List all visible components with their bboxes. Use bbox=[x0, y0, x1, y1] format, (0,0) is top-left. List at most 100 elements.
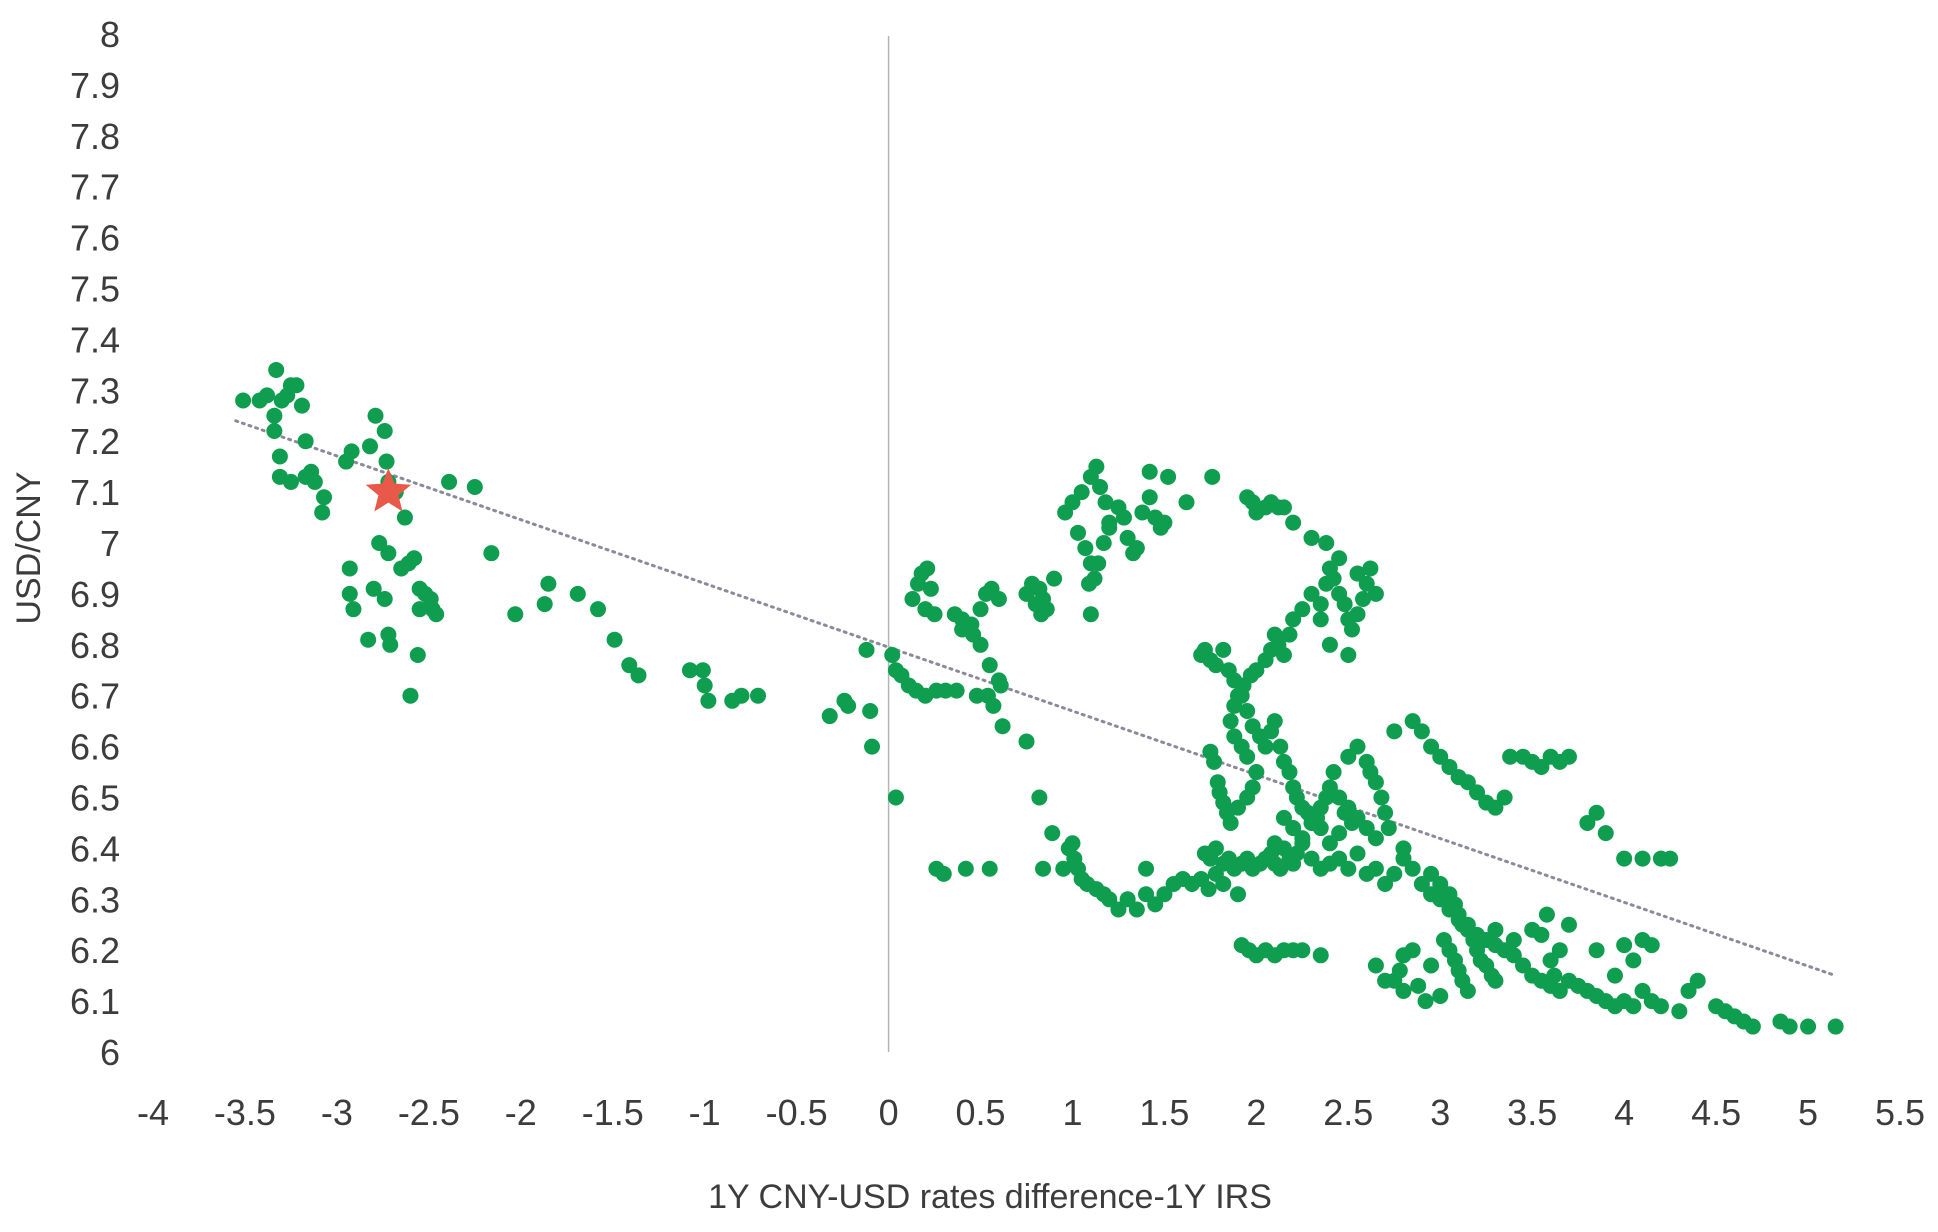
data-point bbox=[1331, 825, 1348, 842]
data-point bbox=[1303, 850, 1320, 867]
y-tick-label: 7.8 bbox=[70, 116, 120, 157]
data-point bbox=[1331, 550, 1348, 567]
data-point bbox=[361, 438, 378, 455]
data-point bbox=[1312, 596, 1329, 613]
data-point bbox=[1233, 687, 1250, 704]
data-point bbox=[1064, 494, 1081, 511]
y-tick-label: 7.2 bbox=[70, 421, 120, 462]
data-point bbox=[1505, 932, 1522, 949]
data-point bbox=[1377, 876, 1394, 893]
data-point bbox=[1744, 1018, 1761, 1035]
data-point bbox=[1502, 748, 1519, 765]
y-tick-label: 6.8 bbox=[70, 625, 120, 666]
data-point bbox=[992, 677, 1009, 694]
data-point bbox=[1147, 896, 1164, 913]
data-point bbox=[1275, 499, 1292, 516]
data-point bbox=[1373, 789, 1390, 806]
data-point bbox=[1064, 835, 1081, 852]
data-point bbox=[1285, 611, 1302, 628]
data-point bbox=[282, 473, 299, 490]
data-point bbox=[884, 646, 901, 663]
data-point bbox=[1404, 713, 1421, 730]
data-point bbox=[1410, 977, 1427, 994]
data-point bbox=[1312, 611, 1329, 628]
data-point bbox=[1263, 494, 1280, 511]
data-point bbox=[1035, 860, 1052, 877]
data-point bbox=[1417, 993, 1434, 1010]
data-point bbox=[1138, 886, 1155, 903]
data-point bbox=[1303, 809, 1320, 826]
y-axis-title: USD/CNY bbox=[10, 471, 48, 624]
y-tick-label: 7.4 bbox=[70, 319, 120, 360]
data-point bbox=[1496, 789, 1513, 806]
data-point bbox=[360, 631, 377, 648]
data-point bbox=[1800, 1018, 1817, 1035]
y-tick-label: 6.1 bbox=[70, 981, 120, 1022]
data-point bbox=[1588, 804, 1605, 821]
data-point bbox=[569, 585, 586, 602]
data-point bbox=[990, 590, 1007, 607]
data-point bbox=[1343, 621, 1360, 638]
data-point bbox=[972, 601, 989, 618]
data-point bbox=[1239, 702, 1256, 719]
y-tick-label: 7.1 bbox=[70, 472, 120, 513]
y-tick-label: 6.4 bbox=[70, 828, 120, 869]
data-point bbox=[536, 596, 553, 613]
y-tick-label: 8 bbox=[100, 14, 120, 55]
data-point bbox=[376, 590, 393, 607]
data-point bbox=[1413, 723, 1430, 740]
data-point bbox=[1294, 601, 1311, 618]
data-point bbox=[314, 504, 331, 521]
data-point bbox=[1110, 901, 1127, 918]
data-point bbox=[957, 860, 974, 877]
y-tick-label: 7.7 bbox=[70, 167, 120, 208]
data-point bbox=[1303, 585, 1320, 602]
x-tick-label: -1 bbox=[689, 1092, 721, 1133]
data-point bbox=[409, 646, 426, 663]
data-point bbox=[1349, 738, 1366, 755]
trendline bbox=[234, 419, 1838, 978]
data-point bbox=[1134, 504, 1151, 521]
data-point bbox=[1294, 830, 1311, 847]
data-point bbox=[821, 708, 838, 725]
data-point bbox=[630, 667, 647, 684]
y-tick-label: 7.9 bbox=[70, 65, 120, 106]
data-point bbox=[1395, 947, 1412, 964]
data-point bbox=[1215, 876, 1232, 893]
x-tick-label: 5 bbox=[1798, 1092, 1818, 1133]
data-point bbox=[1044, 825, 1061, 842]
data-point bbox=[1625, 998, 1642, 1015]
data-point bbox=[864, 738, 881, 755]
data-point bbox=[981, 860, 998, 877]
y-tick-label: 6.2 bbox=[70, 930, 120, 971]
data-point bbox=[235, 392, 252, 409]
data-point bbox=[1423, 957, 1440, 974]
data-point bbox=[1680, 982, 1697, 999]
y-tick-label: 6.7 bbox=[70, 676, 120, 717]
data-point bbox=[681, 662, 698, 679]
data-point bbox=[540, 575, 557, 592]
y-tick-label: 6 bbox=[100, 1032, 120, 1073]
data-point bbox=[371, 535, 388, 551]
data-point bbox=[1272, 738, 1289, 755]
data-point bbox=[1367, 860, 1384, 877]
data-point bbox=[919, 560, 936, 577]
x-tick-label: 3 bbox=[1430, 1092, 1450, 1133]
data-point bbox=[1119, 529, 1136, 546]
data-point bbox=[376, 423, 393, 440]
data-point bbox=[1285, 514, 1302, 531]
data-point bbox=[1459, 982, 1476, 999]
data-point bbox=[507, 606, 524, 623]
data-point bbox=[1606, 967, 1623, 984]
data-point bbox=[1423, 865, 1440, 882]
data-point bbox=[341, 560, 358, 577]
data-point bbox=[343, 443, 360, 460]
data-point bbox=[466, 479, 483, 496]
data-point bbox=[1588, 942, 1605, 959]
data-point bbox=[1781, 1018, 1798, 1035]
data-point bbox=[1248, 504, 1265, 521]
y-tick-label: 7 bbox=[100, 523, 120, 564]
data-point bbox=[1275, 809, 1292, 826]
data-point bbox=[1285, 820, 1302, 837]
data-point bbox=[297, 433, 314, 450]
